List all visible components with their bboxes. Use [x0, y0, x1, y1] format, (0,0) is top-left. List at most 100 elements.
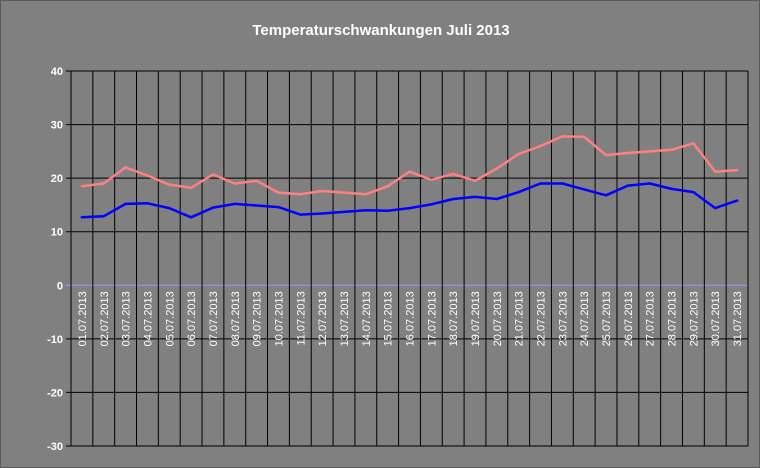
chart-title: Temperaturschwankungen Juli 2013: [252, 22, 509, 39]
x-tick-label: 05.07.2013: [164, 291, 176, 346]
data-point: [495, 197, 499, 201]
y-tick-label: -10: [47, 334, 63, 346]
x-axis-ticks: 01.07.2013 02.07.2013 03.07.2013 04.07.2013…: [77, 291, 744, 346]
data-point: [211, 173, 215, 176]
data-point: [626, 184, 630, 187]
y-tick-label: 40: [51, 66, 63, 78]
data-point: [692, 142, 695, 145]
y-tick-label: -20: [47, 387, 63, 399]
data-point: [517, 190, 520, 194]
data-point: [430, 178, 433, 181]
data-point: [735, 199, 739, 202]
data-point: [102, 182, 105, 185]
data-point: [102, 214, 105, 218]
data-point: [124, 202, 127, 206]
data-point: [451, 197, 455, 201]
data-point: [539, 144, 542, 148]
data-point: [233, 202, 236, 206]
data-point: [473, 195, 477, 199]
data-point: [299, 193, 302, 196]
data-point: [648, 182, 651, 185]
data-point: [714, 170, 717, 173]
x-tick-label: 30.07.2013: [710, 291, 722, 346]
x-tick-label: 22.07.2013: [536, 291, 548, 346]
x-tick-label: 28.07.2013: [667, 291, 679, 346]
data-point: [670, 148, 673, 151]
x-tick-label: 27.07.2013: [645, 291, 657, 346]
x-tick-label: 04.07.2013: [142, 291, 154, 346]
x-tick-label: 07.07.2013: [208, 291, 220, 346]
data-point: [539, 182, 542, 185]
x-tick-label: 01.07.2013: [77, 291, 89, 346]
x-tick-label: 23.07.2013: [557, 291, 569, 346]
x-tick-label: 16.07.2013: [405, 291, 417, 346]
data-point: [189, 186, 193, 189]
data-point: [255, 204, 258, 207]
y-tick-label: 0: [57, 280, 63, 292]
data-point: [473, 179, 477, 183]
data-point: [692, 190, 695, 194]
data-point: [299, 213, 302, 216]
y-axis-ticks: 40 30 20 10 0 -10 -20 -30: [47, 66, 63, 453]
x-tick-label: 20.07.2013: [492, 291, 504, 346]
data-point: [80, 216, 84, 219]
x-tick-label: 08.07.2013: [230, 291, 242, 346]
data-point: [604, 153, 608, 157]
x-tick-label: 18.07.2013: [448, 291, 460, 346]
x-tick-label: 02.07.2013: [99, 291, 111, 346]
x-tick-label: 19.07.2013: [470, 291, 482, 346]
data-point: [386, 209, 389, 213]
x-tick-label: 06.07.2013: [186, 291, 198, 346]
data-point: [561, 182, 564, 185]
data-point: [255, 179, 258, 183]
data-point: [583, 188, 586, 191]
x-tick-label: 21.07.2013: [514, 291, 526, 346]
data-point: [342, 191, 346, 194]
data-point: [211, 206, 215, 209]
data-point: [146, 174, 149, 177]
x-tick-label: 12.07.2013: [317, 291, 329, 346]
data-point: [320, 212, 324, 215]
data-point: [80, 184, 84, 188]
data-point: [451, 172, 455, 176]
data-point: [364, 193, 368, 196]
y-tick-label: 20: [51, 173, 63, 185]
data-point: [648, 150, 651, 153]
data-point: [168, 206, 171, 210]
data-point: [146, 202, 149, 205]
y-tick-label: 10: [51, 227, 63, 239]
data-point: [626, 151, 630, 155]
data-point: [233, 182, 236, 185]
x-tick-label: 11.07.2013: [295, 291, 307, 345]
data-point: [364, 209, 368, 212]
x-tick-label: 10.07.2013: [273, 291, 285, 346]
data-point: [714, 206, 717, 210]
x-tick-label: 15.07.2013: [383, 291, 395, 346]
x-tick-label: 24.07.2013: [579, 291, 591, 346]
data-point: [408, 206, 411, 210]
y-tick-label: 30: [51, 120, 63, 132]
x-tick-label: 25.07.2013: [601, 291, 613, 346]
x-tick-label: 29.07.2013: [688, 291, 700, 346]
data-point: [277, 205, 280, 209]
x-tick-label: 17.07.2013: [426, 291, 438, 346]
y-tick-label: -30: [47, 441, 63, 453]
x-tick-label: 26.07.2013: [623, 291, 635, 346]
data-point: [189, 216, 193, 219]
x-tick-label: 09.07.2013: [252, 291, 264, 346]
data-point: [604, 194, 608, 197]
data-point: [583, 135, 586, 139]
data-point: [408, 170, 411, 173]
data-point: [320, 189, 324, 193]
x-tick-label: 03.07.2013: [121, 291, 133, 346]
x-tick-label: 13.07.2013: [339, 291, 351, 346]
data-point: [386, 184, 389, 188]
data-point: [495, 167, 499, 170]
data-point: [124, 166, 127, 169]
data-point: [277, 191, 280, 194]
data-point: [430, 203, 433, 206]
data-point: [670, 187, 673, 191]
data-point: [342, 210, 346, 214]
data-series: [80, 135, 739, 219]
